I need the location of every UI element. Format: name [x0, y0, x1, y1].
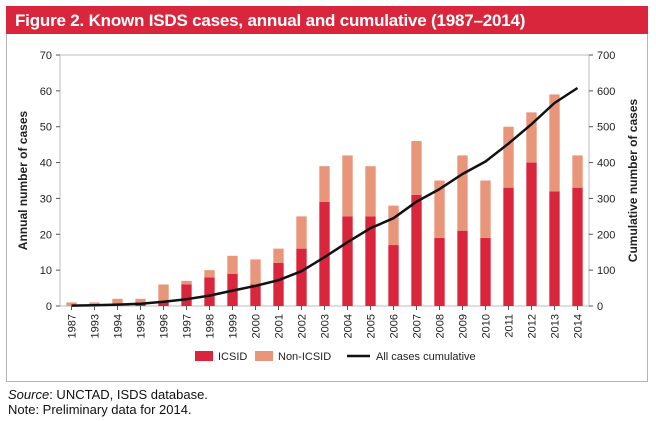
x-tick-label: 1994	[113, 314, 125, 338]
bar-non-icsid	[503, 126, 514, 188]
bar-icsid	[181, 284, 192, 306]
cumulative-line-layer	[71, 86, 579, 307]
legend-label-non-icsid: Non-ICSID	[278, 351, 331, 363]
figure-title: Figure 2. Known ISDS cases, annual and c…	[15, 11, 526, 30]
source-line: Source: UNCTAD, ISDS database.	[8, 387, 208, 402]
bar-non-icsid	[112, 298, 123, 306]
bar-non-icsid	[572, 155, 583, 188]
right-tick-label: 0	[597, 301, 603, 313]
figure-footer: Source: UNCTAD, ISDS database. Note: Pre…	[8, 387, 208, 417]
bar-non-icsid	[66, 302, 77, 306]
bar-non-icsid	[296, 216, 307, 249]
bar-non-icsid	[158, 284, 169, 303]
x-tick-label: 2000	[251, 314, 263, 338]
right-tick-label: 400	[597, 158, 615, 170]
x-tick-label: 1997	[182, 314, 194, 338]
source-text: : UNCTAD, ISDS database.	[49, 387, 208, 402]
source-label: Source	[8, 387, 50, 402]
left-tick-label: 20	[40, 229, 52, 241]
bar-non-icsid	[434, 180, 445, 238]
bar-non-icsid	[342, 155, 353, 217]
left-tick-label: 60	[40, 86, 52, 98]
bar-icsid	[434, 237, 445, 306]
bar-icsid	[457, 230, 468, 306]
x-tick-label: 2012	[527, 314, 539, 338]
bar-non-icsid	[480, 180, 491, 238]
x-tick-label: 2013	[550, 314, 562, 338]
right-tick-label: 600	[597, 86, 615, 98]
bar-non-icsid	[135, 298, 146, 303]
x-tick-label: 2011	[504, 314, 516, 338]
legend-swatch-icsid	[195, 351, 213, 361]
bar-icsid	[526, 162, 537, 306]
bar-icsid	[296, 248, 307, 306]
bar-non-icsid	[273, 248, 284, 263]
bars-layer	[66, 94, 583, 306]
legend-label-icsid: ICSID	[218, 351, 247, 363]
bar-icsid	[572, 187, 583, 306]
axes-layer: 0102030405060700100200300400500600700198…	[16, 50, 640, 338]
bar-icsid	[319, 202, 330, 306]
figure-title-bar: Figure 2. Known ISDS cases, annual and c…	[6, 6, 648, 34]
bar-icsid	[503, 187, 514, 306]
x-tick-label: 2003	[320, 314, 332, 338]
bar-non-icsid	[549, 94, 560, 192]
x-tick-label: 2005	[366, 314, 378, 338]
bar-non-icsid	[388, 205, 399, 246]
bar-icsid	[388, 245, 399, 306]
left-tick-label: 70	[40, 50, 52, 62]
y2-axis-title: Cumulative number of cases	[626, 98, 640, 262]
bar-icsid	[411, 194, 422, 306]
bar-non-icsid	[365, 166, 376, 217]
bar-icsid	[342, 216, 353, 306]
bar-non-icsid	[319, 166, 330, 203]
bar-non-icsid	[457, 155, 468, 231]
bar-icsid	[549, 191, 560, 306]
right-tick-label: 300	[597, 193, 615, 205]
x-tick-label: 1999	[228, 314, 240, 338]
x-tick-label: 1998	[205, 314, 217, 338]
note-line: Note: Preliminary data for 2014.	[8, 402, 192, 417]
x-tick-label: 1996	[159, 314, 171, 338]
x-tick-label: 1993	[90, 314, 102, 338]
bar-non-icsid	[411, 141, 422, 195]
chart: 0102030405060700100200300400500600700198…	[16, 50, 640, 363]
bar-icsid	[158, 302, 169, 306]
x-tick-label: 1987	[67, 314, 79, 338]
right-tick-label: 100	[597, 265, 615, 277]
bar-icsid	[250, 284, 261, 306]
bar-icsid	[365, 216, 376, 306]
left-tick-label: 0	[46, 301, 52, 313]
bar-icsid	[204, 277, 215, 306]
cumulative-line	[71, 86, 579, 307]
x-tick-label: 2009	[458, 314, 470, 338]
left-tick-label: 50	[40, 122, 52, 134]
bar-icsid	[480, 237, 491, 306]
left-tick-label: 10	[40, 265, 52, 277]
left-tick-label: 30	[40, 193, 52, 205]
x-tick-label: 2007	[412, 314, 424, 338]
right-tick-label: 200	[597, 229, 615, 241]
x-tick-label: 2008	[435, 314, 447, 338]
right-tick-label: 700	[597, 50, 615, 62]
left-tick-label: 40	[40, 158, 52, 170]
legend-swatch-non-icsid	[255, 351, 273, 361]
right-tick-label: 500	[597, 122, 615, 134]
x-tick-label: 2006	[389, 314, 401, 338]
bar-non-icsid	[526, 112, 537, 163]
x-tick-label: 2010	[481, 314, 493, 338]
bar-non-icsid	[181, 280, 192, 285]
x-tick-label: 2001	[274, 314, 286, 338]
legend-label-cumulative: All cases cumulative	[376, 351, 476, 363]
bar-non-icsid	[227, 255, 238, 274]
x-tick-label: 2014	[573, 314, 585, 338]
x-tick-label: 1995	[136, 314, 148, 338]
y-axis-title: Annual number of cases	[16, 110, 30, 250]
bar-non-icsid	[250, 259, 261, 285]
bar-non-icsid	[204, 270, 215, 278]
x-tick-label: 2004	[343, 314, 355, 338]
legend: ICSID Non-ICSID All cases cumulative	[195, 351, 476, 363]
bar-icsid	[273, 262, 284, 306]
x-tick-label: 2002	[297, 314, 309, 338]
